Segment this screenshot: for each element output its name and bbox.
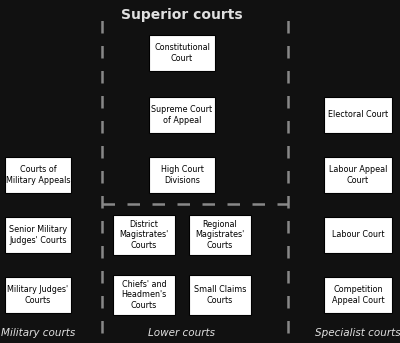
Text: Labour Court: Labour Court — [332, 230, 384, 239]
FancyBboxPatch shape — [5, 277, 71, 313]
FancyBboxPatch shape — [5, 217, 71, 253]
FancyBboxPatch shape — [5, 157, 71, 193]
FancyBboxPatch shape — [324, 277, 392, 313]
FancyBboxPatch shape — [113, 275, 175, 315]
Text: Constitutional
Court: Constitutional Court — [154, 43, 210, 63]
Text: District
Magistrates'
Courts: District Magistrates' Courts — [119, 220, 169, 250]
FancyBboxPatch shape — [324, 217, 392, 253]
FancyBboxPatch shape — [113, 215, 175, 255]
Text: Supreme Court
of Appeal: Supreme Court of Appeal — [152, 105, 212, 125]
Text: Electoral Court: Electoral Court — [328, 110, 388, 119]
Text: Courts of
Military Appeals: Courts of Military Appeals — [6, 165, 70, 185]
Text: Specialist courts: Specialist courts — [315, 328, 400, 339]
FancyBboxPatch shape — [324, 157, 392, 193]
Text: Senior Military
Judges' Courts: Senior Military Judges' Courts — [9, 225, 67, 245]
Text: Superior courts: Superior courts — [121, 9, 243, 22]
Text: Military Judges'
Courts: Military Judges' Courts — [8, 285, 68, 305]
Text: Labour Appeal
Court: Labour Appeal Court — [329, 165, 387, 185]
FancyBboxPatch shape — [149, 157, 215, 193]
FancyBboxPatch shape — [189, 275, 251, 315]
Text: Small Claims
Courts: Small Claims Courts — [194, 285, 246, 305]
Text: Regional
Magistrates'
Courts: Regional Magistrates' Courts — [195, 220, 245, 250]
FancyBboxPatch shape — [189, 215, 251, 255]
Text: High Court
Divisions: High Court Divisions — [160, 165, 204, 185]
FancyBboxPatch shape — [324, 97, 392, 133]
Text: Lower courts: Lower courts — [148, 328, 216, 339]
Text: Military courts: Military courts — [1, 328, 75, 339]
Text: Competition
Appeal Court: Competition Appeal Court — [332, 285, 384, 305]
Text: Chiefs' and
Headmen's
Courts: Chiefs' and Headmen's Courts — [121, 280, 167, 310]
FancyBboxPatch shape — [149, 35, 215, 71]
FancyBboxPatch shape — [149, 97, 215, 133]
